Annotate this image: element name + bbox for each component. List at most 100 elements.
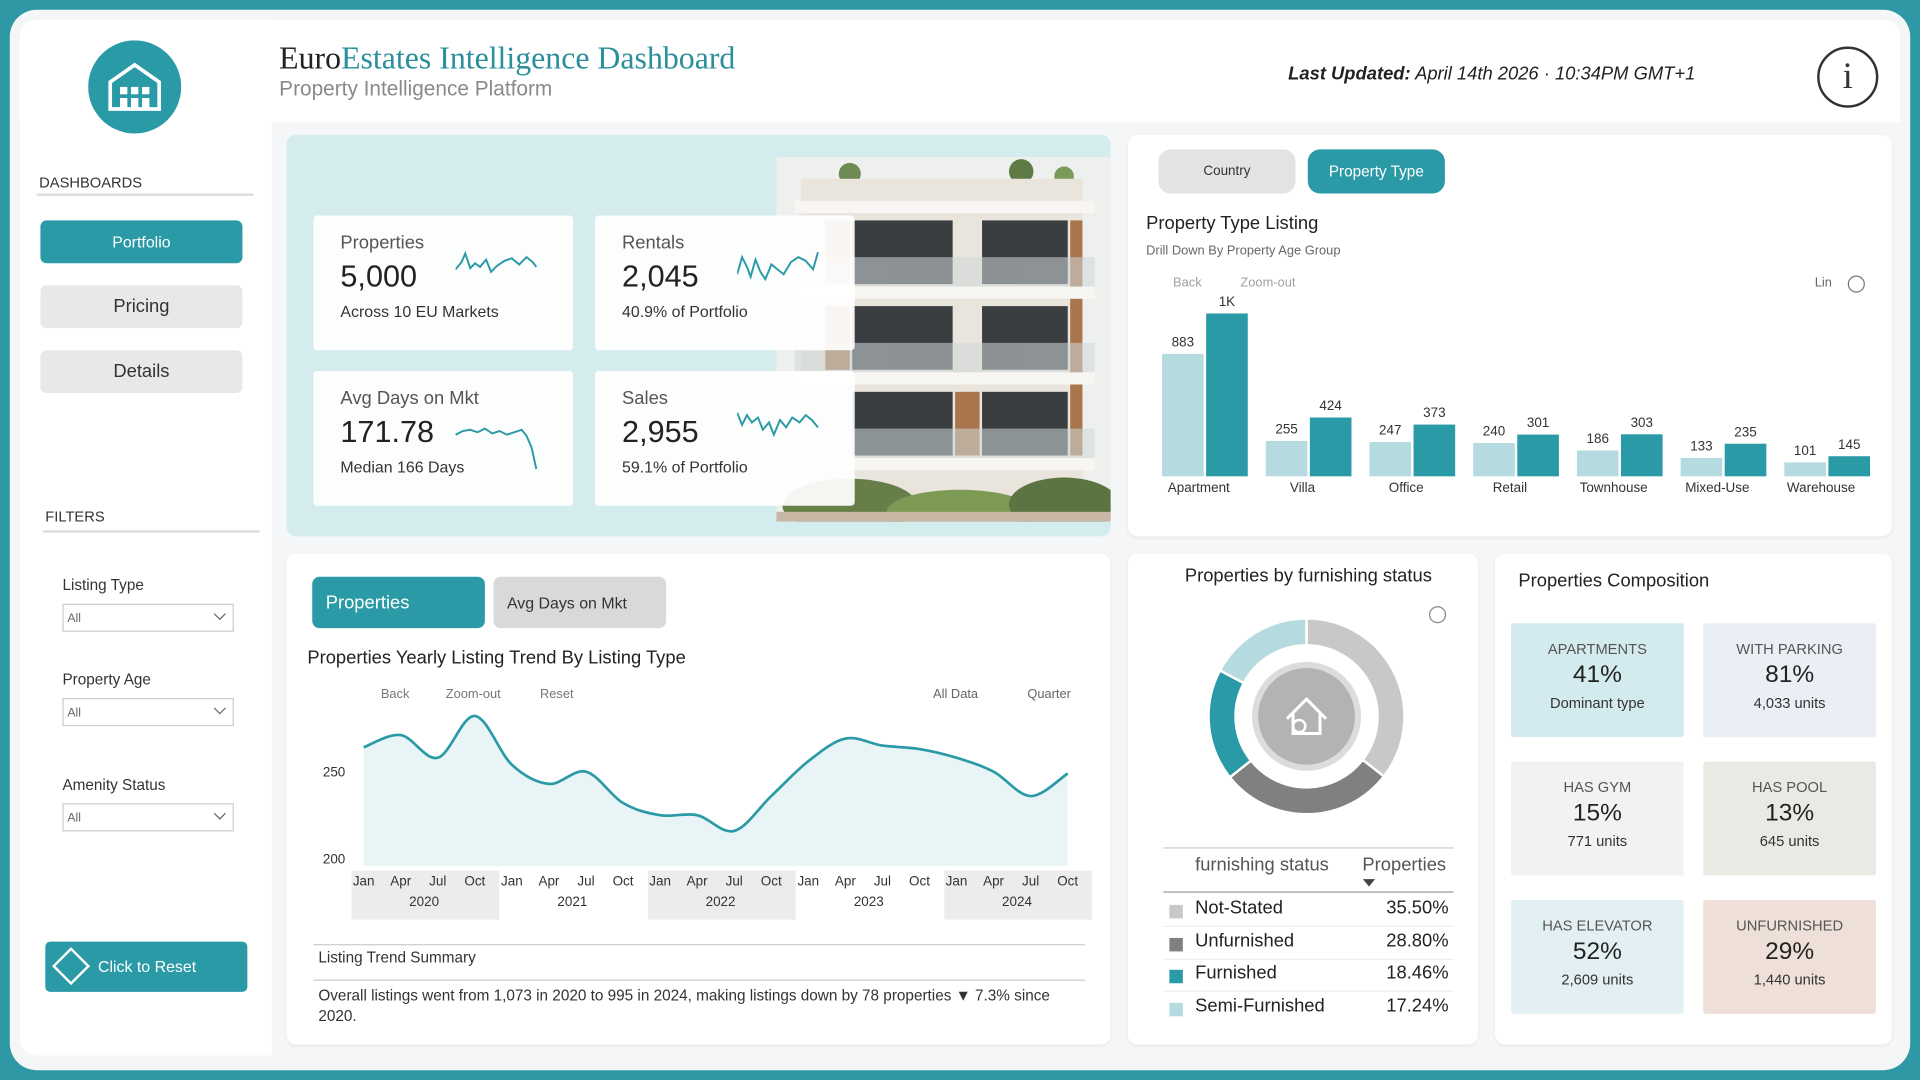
sparkline xyxy=(455,427,538,470)
card-label: APARTMENTS xyxy=(1547,640,1647,658)
sparkline xyxy=(737,251,819,282)
reset-button[interactable]: Click to Reset xyxy=(45,941,248,992)
card-note: Dominant type xyxy=(1549,694,1645,712)
kpi-value: 5,000 xyxy=(340,259,418,294)
table-cell: 17.24% xyxy=(1386,994,1449,1016)
legend-swatch xyxy=(1169,937,1183,951)
row-divider xyxy=(1163,958,1454,960)
table-cell: Furnished xyxy=(1195,962,1277,984)
summary-text: Overall listings went from 1,073 in 2020… xyxy=(318,986,1050,1025)
sort-indicator xyxy=(1362,879,1376,887)
filter-dropdown[interactable]: All xyxy=(62,803,234,832)
card-label: HAS GYM xyxy=(1563,778,1632,796)
info-button[interactable]: i xyxy=(1817,46,1879,108)
toolbar-zoom-out[interactable]: Zoom-out xyxy=(1240,275,1296,291)
dashboards-label: DASHBOARDS xyxy=(39,173,143,192)
help-icon[interactable] xyxy=(1428,606,1447,624)
subtitle: Property Intelligence Platform xyxy=(279,77,553,101)
property-type-panel xyxy=(1127,134,1892,537)
card-value: 52% xyxy=(1572,937,1622,965)
card-label: WITH PARKING xyxy=(1736,640,1843,658)
toolbar-reset[interactable]: Reset xyxy=(540,686,574,702)
sparkline xyxy=(737,412,819,438)
kpi-note: Median 166 Days xyxy=(340,457,465,477)
filter-value: All xyxy=(67,811,81,826)
filter-dropdown[interactable]: All xyxy=(62,697,234,727)
table-header[interactable]: Properties xyxy=(1362,854,1447,876)
card-value: 13% xyxy=(1765,799,1815,827)
filters-label: FILTERS xyxy=(45,508,105,526)
tab[interactable]: Property Type xyxy=(1307,149,1445,194)
filter-value: All xyxy=(67,612,81,626)
composition-card: WITH PARKING 81% 4,033 units xyxy=(1703,623,1876,738)
table-header: furnishing status xyxy=(1195,854,1329,876)
card-note: 2,609 units xyxy=(1561,971,1634,989)
kpi-label: Rentals xyxy=(622,232,685,254)
help-icon[interactable] xyxy=(1847,275,1865,293)
kpi-label: Avg Days on Mkt xyxy=(340,388,479,409)
kpi-label: Properties xyxy=(340,232,425,254)
updated-value: April 14th 2026 · 10:34PM GMT+1 xyxy=(1415,63,1696,85)
card-note: 1,440 units xyxy=(1753,971,1826,989)
donut-title: Properties by furnishing status xyxy=(1184,565,1432,587)
chevron xyxy=(213,702,226,715)
nav-button[interactable]: Portfolio xyxy=(40,220,243,264)
tab[interactable]: Avg Days on Mkt xyxy=(493,576,667,629)
kpi-value: 2,045 xyxy=(622,259,699,294)
composition-title: Properties Composition xyxy=(1518,570,1710,592)
view-toggle[interactable]: Lin xyxy=(1814,275,1832,291)
legend-swatch xyxy=(1169,904,1183,919)
reset-icon xyxy=(51,947,91,986)
sidebar xyxy=(19,19,272,1056)
chevron xyxy=(213,608,226,621)
sparkline-path xyxy=(737,251,819,282)
toolbar-zoom-out[interactable]: Zoom-out xyxy=(445,686,501,702)
chevron xyxy=(213,807,226,820)
row-divider xyxy=(1163,990,1454,992)
tab[interactable]: Properties xyxy=(312,576,485,629)
kpi-label: Sales xyxy=(622,388,668,409)
filter-dropdown[interactable]: All xyxy=(62,603,234,632)
toolbar-back[interactable]: Back xyxy=(1173,275,1202,291)
tab[interactable]: Country xyxy=(1158,149,1296,194)
nav-button[interactable]: Pricing xyxy=(40,285,243,329)
composition-card: HAS POOL 13% 645 units xyxy=(1703,761,1876,876)
sparkline-path xyxy=(455,427,538,470)
card-label: HAS ELEVATOR xyxy=(1542,917,1653,935)
card-note: 4,033 units xyxy=(1753,694,1826,712)
filter-label: Property Age xyxy=(62,671,151,689)
bar-title: Property Type Listing xyxy=(1146,213,1319,234)
divider xyxy=(313,944,1085,946)
updated-label: Last Updated: xyxy=(1288,63,1411,85)
trend-title: Properties Yearly Listing Trend By Listi… xyxy=(307,647,686,669)
table-cell: Not-Stated xyxy=(1195,897,1283,919)
card-value: 15% xyxy=(1572,799,1622,827)
filter-value: All xyxy=(67,706,81,721)
composition-card: HAS ELEVATOR 52% 2,609 units xyxy=(1511,900,1684,1014)
kpi-card: Rentals 2,045 40.9% of Portfolio xyxy=(595,215,855,351)
table-cell: Unfurnished xyxy=(1195,930,1295,951)
granularity-control[interactable]: Quarter xyxy=(1027,686,1071,702)
divider xyxy=(1163,847,1454,849)
toolbar-back[interactable]: Back xyxy=(380,686,410,702)
divider xyxy=(36,193,254,196)
composition-card: HAS GYM 15% 771 units xyxy=(1511,761,1684,876)
card-value: 29% xyxy=(1765,937,1815,965)
sparkline xyxy=(455,250,538,274)
card-value: 41% xyxy=(1572,661,1622,689)
legend-swatch xyxy=(1169,1002,1183,1016)
composition-card: APARTMENTS 41% Dominant type xyxy=(1511,623,1684,738)
table-cell: Semi-Furnished xyxy=(1195,994,1325,1016)
data-range-control[interactable]: All Data xyxy=(933,686,979,702)
summary-title: Listing Trend Summary xyxy=(318,948,476,967)
logo xyxy=(88,40,182,134)
card-note: 645 units xyxy=(1759,832,1820,850)
nav-button[interactable]: Details xyxy=(40,350,243,394)
card-label: UNFURNISHED xyxy=(1736,917,1844,935)
title: EuroEstates Intelligence Dashboard xyxy=(279,40,735,77)
card-value: 81% xyxy=(1765,661,1815,689)
divider xyxy=(1163,891,1454,893)
kpi-note: 40.9% of Portfolio xyxy=(622,302,748,321)
kpi-value: 2,955 xyxy=(622,415,699,450)
